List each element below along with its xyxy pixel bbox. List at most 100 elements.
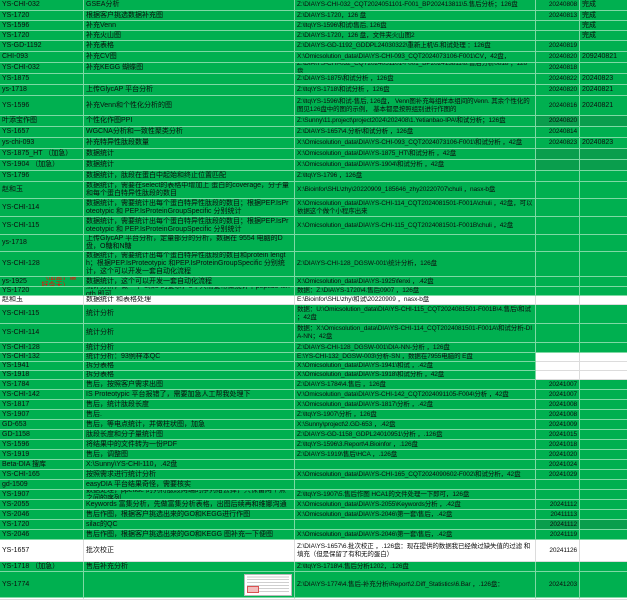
cell-status[interactable] [580, 562, 627, 572]
cell-data-path[interactable]: 数据：U:\Omicsolution_data\DIA\YS-CHI-115_C… [295, 305, 536, 324]
cell-job-id[interactable]: YS-1875_HT （加急） [0, 149, 84, 160]
cell-job-id[interactable]: YS-1657 [0, 540, 84, 562]
cell-status[interactable] [580, 305, 627, 324]
cell-status[interactable]: 20240823 [580, 74, 627, 85]
cell-data-path[interactable]: E:\Bioinfor\SHL\zhy\和试\20220909 ，nasx-b盘 [295, 296, 536, 305]
cell-status[interactable]: 20240823 [580, 138, 627, 149]
cell-job-id[interactable]: CHI-093 [0, 52, 84, 63]
cell-status[interactable] [580, 277, 627, 287]
cell-data-path[interactable] [295, 460, 536, 470]
cell-date[interactable]: 20241007 [536, 390, 580, 400]
cell-job-id[interactable]: 赵和玉 [0, 182, 84, 199]
cell-job-id[interactable]: YS-1657 [0, 127, 84, 138]
cell-date[interactable]: 20241119 [536, 530, 580, 540]
cell-job-id[interactable]: YS-GD-1192 [0, 41, 84, 52]
cell-status[interactable] [580, 324, 627, 343]
cell-status[interactable] [580, 235, 627, 252]
cell-data-path[interactable]: Z:\DIA\YS-1720，126 盘，文件夹火山图2 [295, 31, 536, 41]
cell-data-path[interactable]: Z:\DIA\YS-1919\售后\HCA ，.126盘 [295, 450, 536, 460]
cell-status[interactable] [580, 430, 627, 440]
cell-task-desc[interactable]: 售后作图，根据客户挑选出来的GO和KEGG进行作图 [84, 510, 295, 520]
cell-date[interactable]: 20241203 [536, 572, 580, 598]
cell-task-desc[interactable]: 拆分表格 [84, 362, 295, 371]
cell-status[interactable] [580, 500, 627, 510]
cell-data-path[interactable]: X:\Omicsolution_data\DIA\YS-1941\和试 ，.42… [295, 362, 536, 371]
cell-date[interactable]: 20411113 [536, 510, 580, 520]
cell-status[interactable] [580, 371, 627, 380]
cell-date[interactable] [536, 362, 580, 371]
cell-data-path[interactable]: Z:\DIA\YS-GD-1158_GDPL24010951\分析 ，.126盘 [295, 430, 536, 440]
cell-job-id[interactable]: YS-1817 [0, 400, 84, 410]
cell-date[interactable]: 20240822 [536, 74, 580, 85]
cell-job-id[interactable]: YS-1784 [0, 380, 84, 390]
cell-status[interactable] [580, 182, 627, 199]
cell-status[interactable] [580, 410, 627, 420]
cell-data-path[interactable]: Z:\ltq\YS-1718\和试分析 ，126盘 [295, 85, 536, 96]
cell-job-id[interactable]: 叶添宝作图 [0, 116, 84, 127]
cell-task-desc[interactable]: 售后作图，根据客户挑选出来的GO和KEGG 图补充一下便图 [84, 530, 295, 540]
cell-job-id[interactable]: gd-1509 [0, 480, 84, 490]
cell-date[interactable] [536, 235, 580, 252]
cell-date[interactable]: 20241009 [536, 420, 580, 430]
cell-task-desc[interactable]: 数据统计，需要在select的表格中增加上 蛋白的coverage，分子量和每个… [84, 182, 295, 199]
cell-data-path[interactable]: X:\Omicsolution_data\DIA\YS-CHI-115_CQT2… [295, 217, 536, 235]
cell-date[interactable]: 20240813 [536, 11, 580, 21]
cell-job-id[interactable]: GD-1158 [0, 430, 84, 440]
cell-job-id[interactable]: YS-CHI-142 [0, 390, 84, 400]
cell-task-desc[interactable]: 补充CV图 [84, 52, 295, 63]
cell-status[interactable] [580, 530, 627, 540]
cell-date[interactable] [536, 182, 580, 199]
cell-task-desc[interactable]: 个性化作图PPI [84, 116, 295, 127]
cell-data-path[interactable]: X:\Omicsolution_data\DIA\YS-1904\和试分析 ，4… [295, 160, 536, 171]
cell-job-id[interactable]: YS-1596 [0, 440, 84, 450]
cell-data-path[interactable]: E:\YS-CHI-132_DGSW-003\分析-SN ，数据在7955电脑的… [295, 353, 536, 362]
cell-data-path[interactable]: X:\Omicsolution_data\DIA\YS-1875_HT\和试分析… [295, 149, 536, 160]
cell-task-desc[interactable]: 上传GlycAP 平台分析 [84, 85, 295, 96]
cell-data-path[interactable]: X:\Omicsolution_data\DIA\YS-2055\Keyword… [295, 500, 536, 510]
cell-date[interactable]: 20241015 [536, 430, 580, 440]
cell-task-desc[interactable]: 统计分析 [84, 343, 295, 353]
cell-status[interactable] [580, 41, 627, 52]
cell-status[interactable] [580, 572, 627, 598]
cell-task-desc[interactable]: 售后. [84, 410, 295, 420]
cell-data-path[interactable]: Z:\DIA\YS-CHI-128_DGSW-001\统计分析，126盘 [295, 252, 536, 277]
cell-date[interactable]: 20240819 [536, 41, 580, 52]
cell-job-id[interactable]: YS-2055 [0, 500, 84, 510]
cell-task-desc[interactable]: 补充Venn [84, 21, 295, 31]
cell-date[interactable] [536, 149, 580, 160]
cell-status[interactable]: 完成 [580, 31, 627, 41]
cell-data-path[interactable] [295, 235, 536, 252]
cell-date[interactable]: 20241008 [536, 410, 580, 420]
cell-date[interactable]: 20240814 [536, 127, 580, 138]
cell-date[interactable] [536, 252, 580, 277]
cell-status[interactable] [580, 199, 627, 217]
cell-date[interactable]: 20240808 [536, 0, 580, 11]
cell-data-path[interactable]: Z:\DIA\YS-CHI-032_CQT2024051101-F001_BP2… [295, 63, 536, 74]
cell-date[interactable] [536, 490, 580, 500]
cell-date[interactable] [536, 324, 580, 343]
cell-data-path[interactable]: X:\Omicsolution_data\DIA\YS-2046\第一套\售后，… [295, 530, 536, 540]
cell-date[interactable] [536, 160, 580, 171]
cell-status[interactable] [580, 296, 627, 305]
cell-job-id[interactable]: YS-CHI-128 [0, 252, 84, 277]
cell-job-id[interactable]: Beta-DIA 搜库 [0, 460, 84, 470]
cell-data-path[interactable] [295, 480, 536, 490]
cell-date[interactable]: 20241008 [536, 400, 580, 410]
cell-status[interactable] [580, 63, 627, 74]
cell-job-id[interactable]: GD-653 [0, 420, 84, 430]
cell-data-path[interactable]: X:\Omicsolution_data\DIA\YS-CHI-114_CQT2… [295, 199, 536, 217]
cell-job-id[interactable]: YS-1796 [0, 171, 84, 182]
cell-data-path[interactable]: Z:\ltq\YS-1718\4.售后分析1202，.126盘 [295, 562, 536, 572]
cell-data-path[interactable]: Z:\ltq\YS-1596\3.Report\4.Bioinfor ，.126… [295, 440, 536, 450]
cell-job-id[interactable]: ys-1718 [0, 85, 84, 96]
embedded-screenshot-image[interactable] [244, 573, 292, 596]
cell-status[interactable] [580, 470, 627, 480]
cell-date[interactable]: 20241018 [536, 440, 580, 450]
cell-task-desc[interactable]: 统计分析 [84, 305, 295, 324]
cell-date[interactable]: 20240816 [536, 96, 580, 116]
cell-date[interactable] [536, 171, 580, 182]
cell-task-desc[interactable]: 售后补充分析 [84, 562, 295, 572]
cell-task-desc[interactable]: 售后，按照客户需求出图 [84, 380, 295, 390]
cell-date[interactable] [536, 371, 580, 380]
cell-date[interactable]: 20241024 [536, 460, 580, 470]
